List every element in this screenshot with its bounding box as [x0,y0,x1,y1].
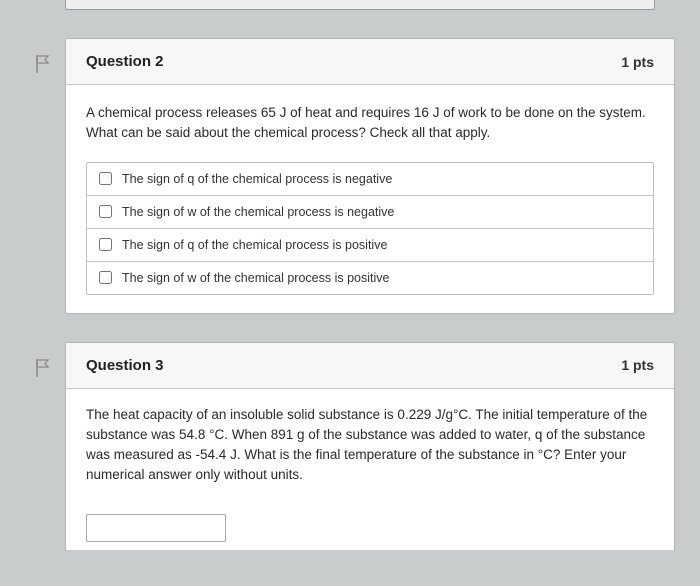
question-3-header: Question 3 1 pts [66,343,674,389]
question-3-card: Question 3 1 pts The heat capacity of an… [65,342,675,550]
previous-question-bottom-edge [65,0,655,10]
question-2-body: A chemical process releases 65 J of heat… [66,85,674,313]
option-row[interactable]: The sign of w of the chemical process is… [87,262,653,294]
question-2-prompt: A chemical process releases 65 J of heat… [86,103,654,144]
page-container: Question 2 1 pts A chemical process rele… [0,0,700,550]
question-3-body: The heat capacity of an insoluble solid … [66,389,674,550]
question-3-wrapper: Question 3 1 pts The heat capacity of an… [20,342,680,550]
answer-input[interactable] [86,514,226,542]
question-2-options: The sign of q of the chemical process is… [86,162,654,295]
option-checkbox[interactable] [99,172,112,185]
question-3-pts: 1 pts [621,357,654,373]
question-3-title: Question 3 [86,357,164,374]
question-2-card: Question 2 1 pts A chemical process rele… [65,38,675,314]
question-3-prompt: The heat capacity of an insoluble solid … [86,405,654,486]
option-label: The sign of w of the chemical process is… [122,205,394,219]
question-2-pts: 1 pts [621,54,654,70]
option-checkbox[interactable] [99,205,112,218]
question-2-wrapper: Question 2 1 pts A chemical process rele… [20,38,680,314]
option-row[interactable]: The sign of q of the chemical process is… [87,163,653,196]
option-checkbox[interactable] [99,238,112,251]
option-row[interactable]: The sign of w of the chemical process is… [87,196,653,229]
option-label: The sign of w of the chemical process is… [122,271,389,285]
option-checkbox[interactable] [99,271,112,284]
flag-icon[interactable] [35,358,51,378]
option-label: The sign of q of the chemical process is… [122,238,387,252]
option-row[interactable]: The sign of q of the chemical process is… [87,229,653,262]
flag-icon[interactable] [35,54,51,74]
option-label: The sign of q of the chemical process is… [122,172,392,186]
question-2-title: Question 2 [86,53,164,70]
question-2-header: Question 2 1 pts [66,39,674,85]
